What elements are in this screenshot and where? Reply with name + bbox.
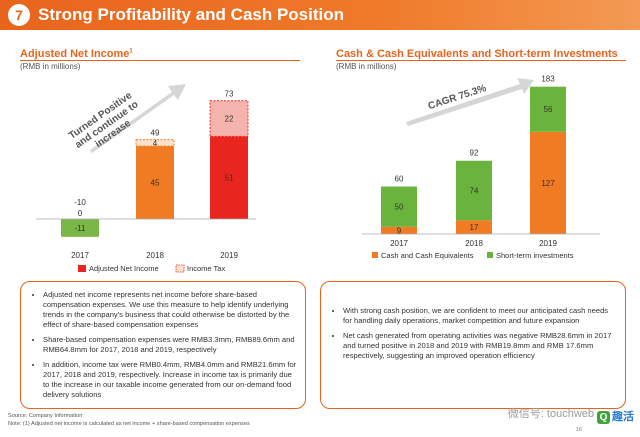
title-bar: 7 Strong Profitability and Cash Position xyxy=(0,0,640,30)
label-income-tax-2017: 0 xyxy=(78,209,83,218)
legend-label-adjusted-net-income: Adjusted Net Income xyxy=(89,264,159,273)
label-short-term-2018: 74 xyxy=(470,187,479,196)
label-total-2018: 49 xyxy=(151,129,160,138)
label-short-term-2019: 56 xyxy=(544,105,553,114)
legend-swatch-cash xyxy=(372,252,378,258)
label-cash-2017: 9 xyxy=(397,226,402,235)
left-arrow-line-1: Turned Positive xyxy=(67,90,135,142)
legend-label-income-tax: Income Tax xyxy=(187,264,225,273)
x-tick-left-2018: 2018 xyxy=(146,251,164,260)
label-adjusted-net-income-2018: 45 xyxy=(151,179,160,188)
legend-swatch-adjusted-net-income xyxy=(78,265,86,272)
label-total-right-2017: 60 xyxy=(395,175,404,184)
right-commentary-box: With strong cash position, we are confid… xyxy=(320,281,626,409)
label-income-tax-2019: 22 xyxy=(225,115,234,124)
left-arrow-line-2: and continue to xyxy=(73,99,140,151)
left-chart-title: Adjusted Net Income1 xyxy=(20,48,133,60)
slide-number-badge: 7 xyxy=(8,4,30,26)
label-adjusted-net-income-2019: 51 xyxy=(225,174,234,183)
watermark-text: 微信号: touchweb xyxy=(507,408,594,420)
bar-adjusted-net-income-2018 xyxy=(136,146,174,219)
left-bullet-2: Share-based compensation expenses were R… xyxy=(43,335,297,355)
right-chart-divider xyxy=(336,60,626,61)
left-chart-divider xyxy=(20,60,300,61)
legend-label-short-term: Short-term investments xyxy=(496,251,574,260)
x-tick-left-2017: 2017 xyxy=(71,251,89,260)
label-income-tax-2018: 4 xyxy=(153,139,158,148)
x-tick-right-2017: 2017 xyxy=(390,239,408,248)
page-title: Strong Profitability and Cash Position xyxy=(38,5,345,24)
label-total-2017: -10 xyxy=(74,198,86,207)
label-total-right-2018: 92 xyxy=(470,149,479,158)
label-cash-2018: 17 xyxy=(470,223,479,232)
bar-short-term-2019 xyxy=(530,86,566,132)
x-tick-right-2018: 2018 xyxy=(465,239,483,248)
left-arrow-line-3: increase xyxy=(93,118,133,151)
bar-income-tax-2019 xyxy=(209,100,249,137)
label-short-term-2017: 50 xyxy=(395,203,404,212)
right-arrow-label: CAGR 75.3% xyxy=(427,83,488,112)
right-growth-arrow xyxy=(406,78,534,126)
bar-cash-2017 xyxy=(381,226,417,234)
left-growth-arrow xyxy=(90,84,186,153)
brand-q-icon: Q xyxy=(597,411,610,424)
left-bullet-1: Adjusted net income represents net incom… xyxy=(43,290,297,330)
footer-note: Note: (1) Adjusted net income is calcula… xyxy=(8,421,250,427)
legend-swatch-short-term xyxy=(487,252,493,258)
bar-cash-2019 xyxy=(530,131,566,234)
right-chart-subtitle: (RMB in millions) xyxy=(336,62,397,71)
left-commentary-box: Adjusted net income represents net incom… xyxy=(20,281,306,409)
right-bullet-2: Net cash generated from operating activi… xyxy=(343,331,617,361)
brand-logo: Q 趣活 xyxy=(597,408,634,424)
legend-label-cash: Cash and Cash Equivalents xyxy=(381,251,474,260)
label-total-2019: 73 xyxy=(225,90,234,99)
bar-short-term-2018 xyxy=(456,160,492,221)
bar-short-term-2017 xyxy=(381,186,417,227)
label-cash-2019: 127 xyxy=(541,179,555,188)
right-bullet-1: With strong cash position, we are confid… xyxy=(343,306,617,326)
x-tick-left-2019: 2019 xyxy=(220,251,238,260)
label-total-right-2019: 183 xyxy=(541,75,555,84)
bar-adjusted-net-income-2019 xyxy=(210,136,248,219)
legend-swatch-income-tax xyxy=(175,264,185,273)
bar-income-tax-2018 xyxy=(135,139,175,147)
bar-cash-2018 xyxy=(456,220,492,234)
footer-source: Source: Company Information xyxy=(8,413,83,419)
x-tick-right-2019: 2019 xyxy=(539,239,557,248)
brand-name: 趣活 xyxy=(612,411,634,423)
right-chart-title: Cash & Cash Equivalents and Short-term I… xyxy=(336,48,618,60)
left-chart-subtitle: (RMB in millions) xyxy=(20,62,81,71)
page-number: 16 xyxy=(575,427,582,433)
label-adjusted-net-income-2017: -11 xyxy=(75,224,87,233)
left-bullet-3: In addition, income tax were RMB0.4mm, R… xyxy=(43,360,297,400)
bar-adjusted-net-income-2017 xyxy=(61,219,99,237)
